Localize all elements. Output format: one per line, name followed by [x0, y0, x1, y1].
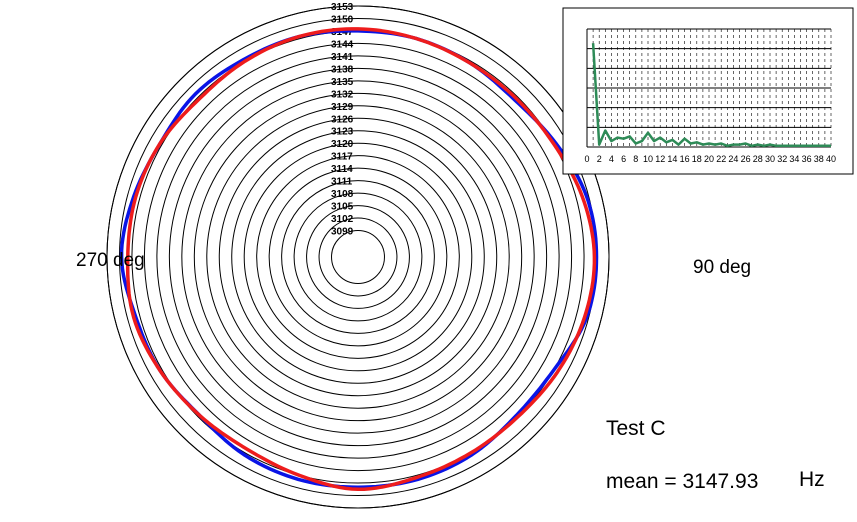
polar-ring: [243, 142, 473, 372]
radial-tick-label: 3129: [331, 102, 354, 113]
radial-tick-label: 3153: [331, 2, 354, 13]
polar-ring: [293, 192, 423, 322]
inset-x-tick-label: 36: [802, 154, 812, 164]
inset-x-tick-label: 4: [609, 154, 614, 164]
inset-x-tick-label: 14: [667, 154, 677, 164]
test-label: Test C: [606, 417, 666, 440]
radial-tick-label: 3099: [331, 227, 354, 238]
polar-ring: [143, 42, 573, 472]
inset-x-tick-label: 2: [597, 154, 602, 164]
inset-x-tick-label: 22: [716, 154, 726, 164]
radial-tick-label: 3135: [331, 77, 354, 88]
polar-ring: [318, 217, 398, 297]
radial-tick-label: 3126: [331, 114, 354, 125]
polar-ring: [181, 80, 535, 434]
inset-x-tick-label: 24: [728, 154, 738, 164]
inset-x-tick-label: 38: [814, 154, 824, 164]
radial-tick-label: 3150: [331, 14, 354, 25]
polar-ring: [331, 230, 385, 284]
inset-x-tick-label: 28: [753, 154, 763, 164]
inset-x-tick-label: 0: [584, 154, 589, 164]
radial-tick-label: 3132: [331, 89, 354, 100]
polar-series-line-1: [119, 29, 599, 489]
radial-tick-label: 3111: [331, 177, 353, 188]
polar-ring: [156, 55, 560, 459]
inset-x-tick-label: 12: [655, 154, 665, 164]
angle-label-90: 90 deg: [693, 257, 751, 278]
polar-ring: [231, 130, 485, 384]
radial-tick-label: 3114: [331, 164, 353, 175]
inset-series-line: [591, 43, 831, 148]
inset-x-tick-label: 10: [643, 154, 653, 164]
inset-x-tick-label: 30: [765, 154, 775, 164]
polar-ring: [193, 92, 523, 422]
polar-ring: [281, 180, 435, 334]
polar-ring: [106, 5, 610, 509]
polar-ring: [206, 105, 510, 409]
radial-tick-label: 3144: [331, 39, 354, 50]
radial-tick-label: 3105: [331, 202, 354, 213]
radial-tick-label: 3108: [331, 189, 354, 200]
radial-tick-label: 3117: [331, 152, 353, 163]
inset-x-tick-label: 16: [680, 154, 690, 164]
mean-unit-label: Hz: [799, 468, 825, 491]
radial-tick-label: 3102: [331, 214, 354, 225]
radial-tick-label: 3123: [331, 127, 354, 138]
inset-x-tick-label: 20: [704, 154, 714, 164]
polar-ring: [118, 17, 598, 497]
polar-ring: [168, 67, 548, 447]
polar-series-line-2: [125, 27, 597, 492]
mean-label: mean = 3147.93: [606, 470, 758, 493]
polar-ring: [306, 205, 410, 309]
radial-tick-label: 3141: [331, 52, 354, 63]
radial-tick-label: 3138: [331, 64, 354, 75]
polar-ring: [218, 117, 498, 397]
polar-ring: [268, 167, 448, 347]
radial-tick-label: 3120: [331, 139, 354, 150]
angle-label-270: 270 deg: [76, 250, 145, 271]
polar-ring: [256, 155, 460, 359]
inset-chart: 0 2 4 6 8 10 12 14 16 18 20 22 24 26 28 30 32 34 36 38 40: [562, 7, 854, 175]
inset-x-tick-label: 6: [621, 154, 626, 164]
inset-x-tick-label: 32: [777, 154, 787, 164]
inset-frame: [562, 7, 854, 175]
inset-x-tick-label: 26: [741, 154, 751, 164]
inset-x-tick-label: 8: [633, 154, 638, 164]
inset-x-tick-label: 18: [692, 154, 702, 164]
inset-x-tick-label: 34: [789, 154, 799, 164]
inset-x-tick-label: 40: [826, 154, 836, 164]
